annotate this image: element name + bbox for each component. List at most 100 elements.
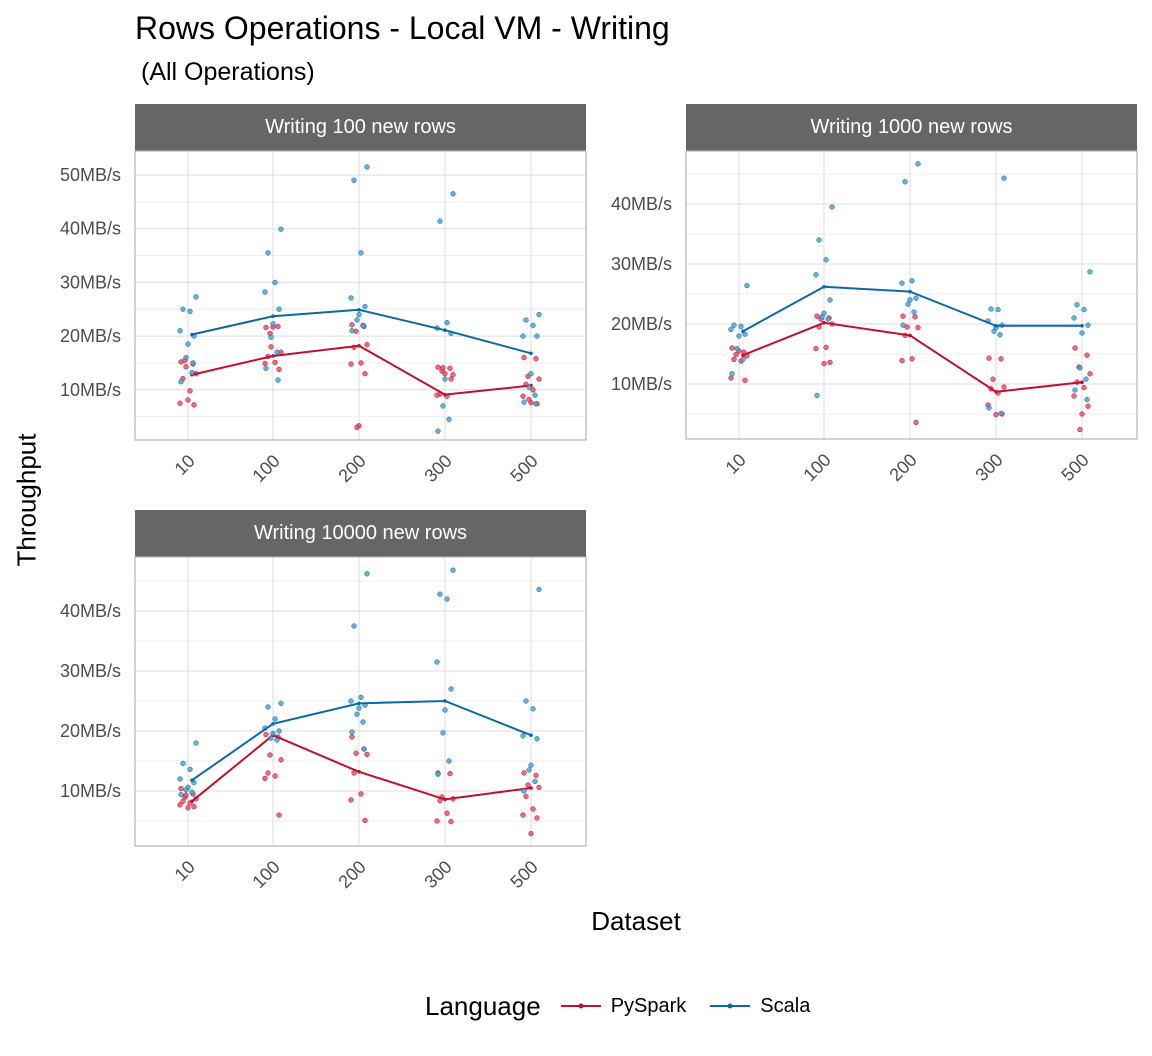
data-point-scala [364, 164, 370, 170]
mean-point-scala [994, 324, 998, 328]
data-point-scala [1077, 365, 1083, 371]
data-point-scala [446, 758, 452, 764]
data-point-scala [913, 295, 919, 301]
data-point-pyspark [733, 351, 739, 358]
data-point-pyspark [434, 818, 440, 824]
legend-key-scala [710, 1003, 751, 1009]
data-point-pyspark [348, 797, 354, 803]
data-point-scala [360, 323, 366, 329]
panel-background [135, 151, 586, 440]
data-point-scala [364, 571, 370, 577]
data-point-pyspark [998, 356, 1004, 362]
mean-point-pyspark [190, 799, 194, 803]
data-point-pyspark [265, 770, 271, 776]
panel-border [134, 150, 587, 441]
data-point-scala [440, 730, 446, 736]
mean-point-scala [908, 289, 912, 294]
data-point-pyspark [1084, 352, 1090, 358]
data-point-pyspark [1081, 384, 1087, 391]
data-point-pyspark [177, 802, 183, 808]
data-point-scala [991, 328, 997, 334]
data-point-scala [1083, 376, 1089, 382]
data-point-scala [533, 401, 539, 407]
data-point-scala [354, 317, 360, 323]
data-point-scala [813, 272, 819, 278]
data-point-pyspark [262, 775, 268, 782]
chart-title: Rows Operations - Local VM - Writing [135, 10, 670, 46]
data-point-pyspark [191, 803, 197, 810]
data-point-pyspark [536, 784, 542, 791]
y-tick-label: 10MB/s [611, 374, 672, 394]
data-point-scala [1087, 269, 1093, 275]
data-point-scala [358, 694, 364, 701]
data-point-pyspark [267, 752, 273, 758]
data-point-scala [276, 306, 282, 312]
mean-point-scala [190, 778, 194, 782]
data-point-pyspark [362, 817, 368, 824]
data-point-pyspark [263, 731, 269, 738]
data-point-pyspark [521, 770, 527, 776]
data-point-pyspark [263, 324, 269, 331]
data-point-pyspark [434, 392, 440, 398]
data-point-pyspark [448, 818, 454, 825]
data-point-scala [356, 705, 362, 711]
data-point-pyspark [821, 360, 827, 367]
data-point-pyspark [909, 356, 915, 362]
data-point-pyspark [364, 751, 370, 758]
data-point-scala [523, 317, 529, 323]
data-point-pyspark [536, 376, 542, 382]
mean-point-scala [529, 351, 533, 356]
data-point-pyspark [191, 402, 197, 408]
data-point-scala [530, 706, 536, 712]
data-point-scala [193, 294, 199, 300]
data-point-scala [1084, 396, 1090, 403]
data-point-scala [189, 789, 195, 795]
data-point-scala [997, 332, 1003, 338]
data-point-pyspark [1071, 393, 1077, 399]
facet-title: Writing 10000 new rows [253, 522, 468, 544]
data-point-pyspark [354, 424, 360, 431]
data-point-scala [268, 334, 274, 340]
data-point-pyspark [183, 792, 189, 798]
y-tick-label: 10MB/s [60, 781, 121, 801]
data-point-pyspark [353, 750, 359, 756]
legend-title: Language [425, 990, 541, 1021]
data-point-pyspark [268, 344, 274, 350]
facet-title: Writing 1000 new rows [810, 116, 1013, 138]
data-point-pyspark [1077, 426, 1083, 433]
mean-point-pyspark [1080, 380, 1084, 385]
data-point-scala [532, 778, 538, 785]
data-point-pyspark [450, 372, 456, 378]
data-point-scala [183, 787, 189, 793]
data-point-scala [520, 333, 526, 339]
data-point-scala [444, 596, 450, 602]
data-point-scala [915, 161, 921, 167]
mean-point-scala [529, 733, 533, 737]
data-point-scala [178, 791, 184, 798]
data-point-scala [814, 392, 820, 399]
data-point-pyspark [275, 323, 281, 330]
data-point-pyspark [1001, 384, 1007, 390]
data-point-scala [816, 237, 822, 243]
data-point-scala [744, 282, 750, 289]
data-point-pyspark [523, 793, 529, 800]
data-point-scala [899, 280, 905, 286]
data-point-scala [358, 250, 364, 256]
mean-point-pyspark [271, 354, 275, 358]
data-point-scala [177, 328, 183, 334]
data-point-scala [442, 707, 448, 713]
data-point-scala [734, 345, 740, 352]
data-point-pyspark [444, 810, 450, 816]
data-point-pyspark [180, 798, 186, 804]
data-point-pyspark [986, 355, 992, 361]
data-point-scala [265, 250, 271, 256]
data-point-scala [278, 700, 284, 707]
data-point-scala [825, 316, 831, 322]
data-point-scala [526, 767, 532, 773]
data-point-scala [446, 416, 452, 422]
x-axis-label: Dataset [591, 906, 681, 936]
data-point-scala [528, 371, 534, 377]
data-point-scala [998, 410, 1004, 417]
mean-point-pyspark [357, 343, 361, 348]
